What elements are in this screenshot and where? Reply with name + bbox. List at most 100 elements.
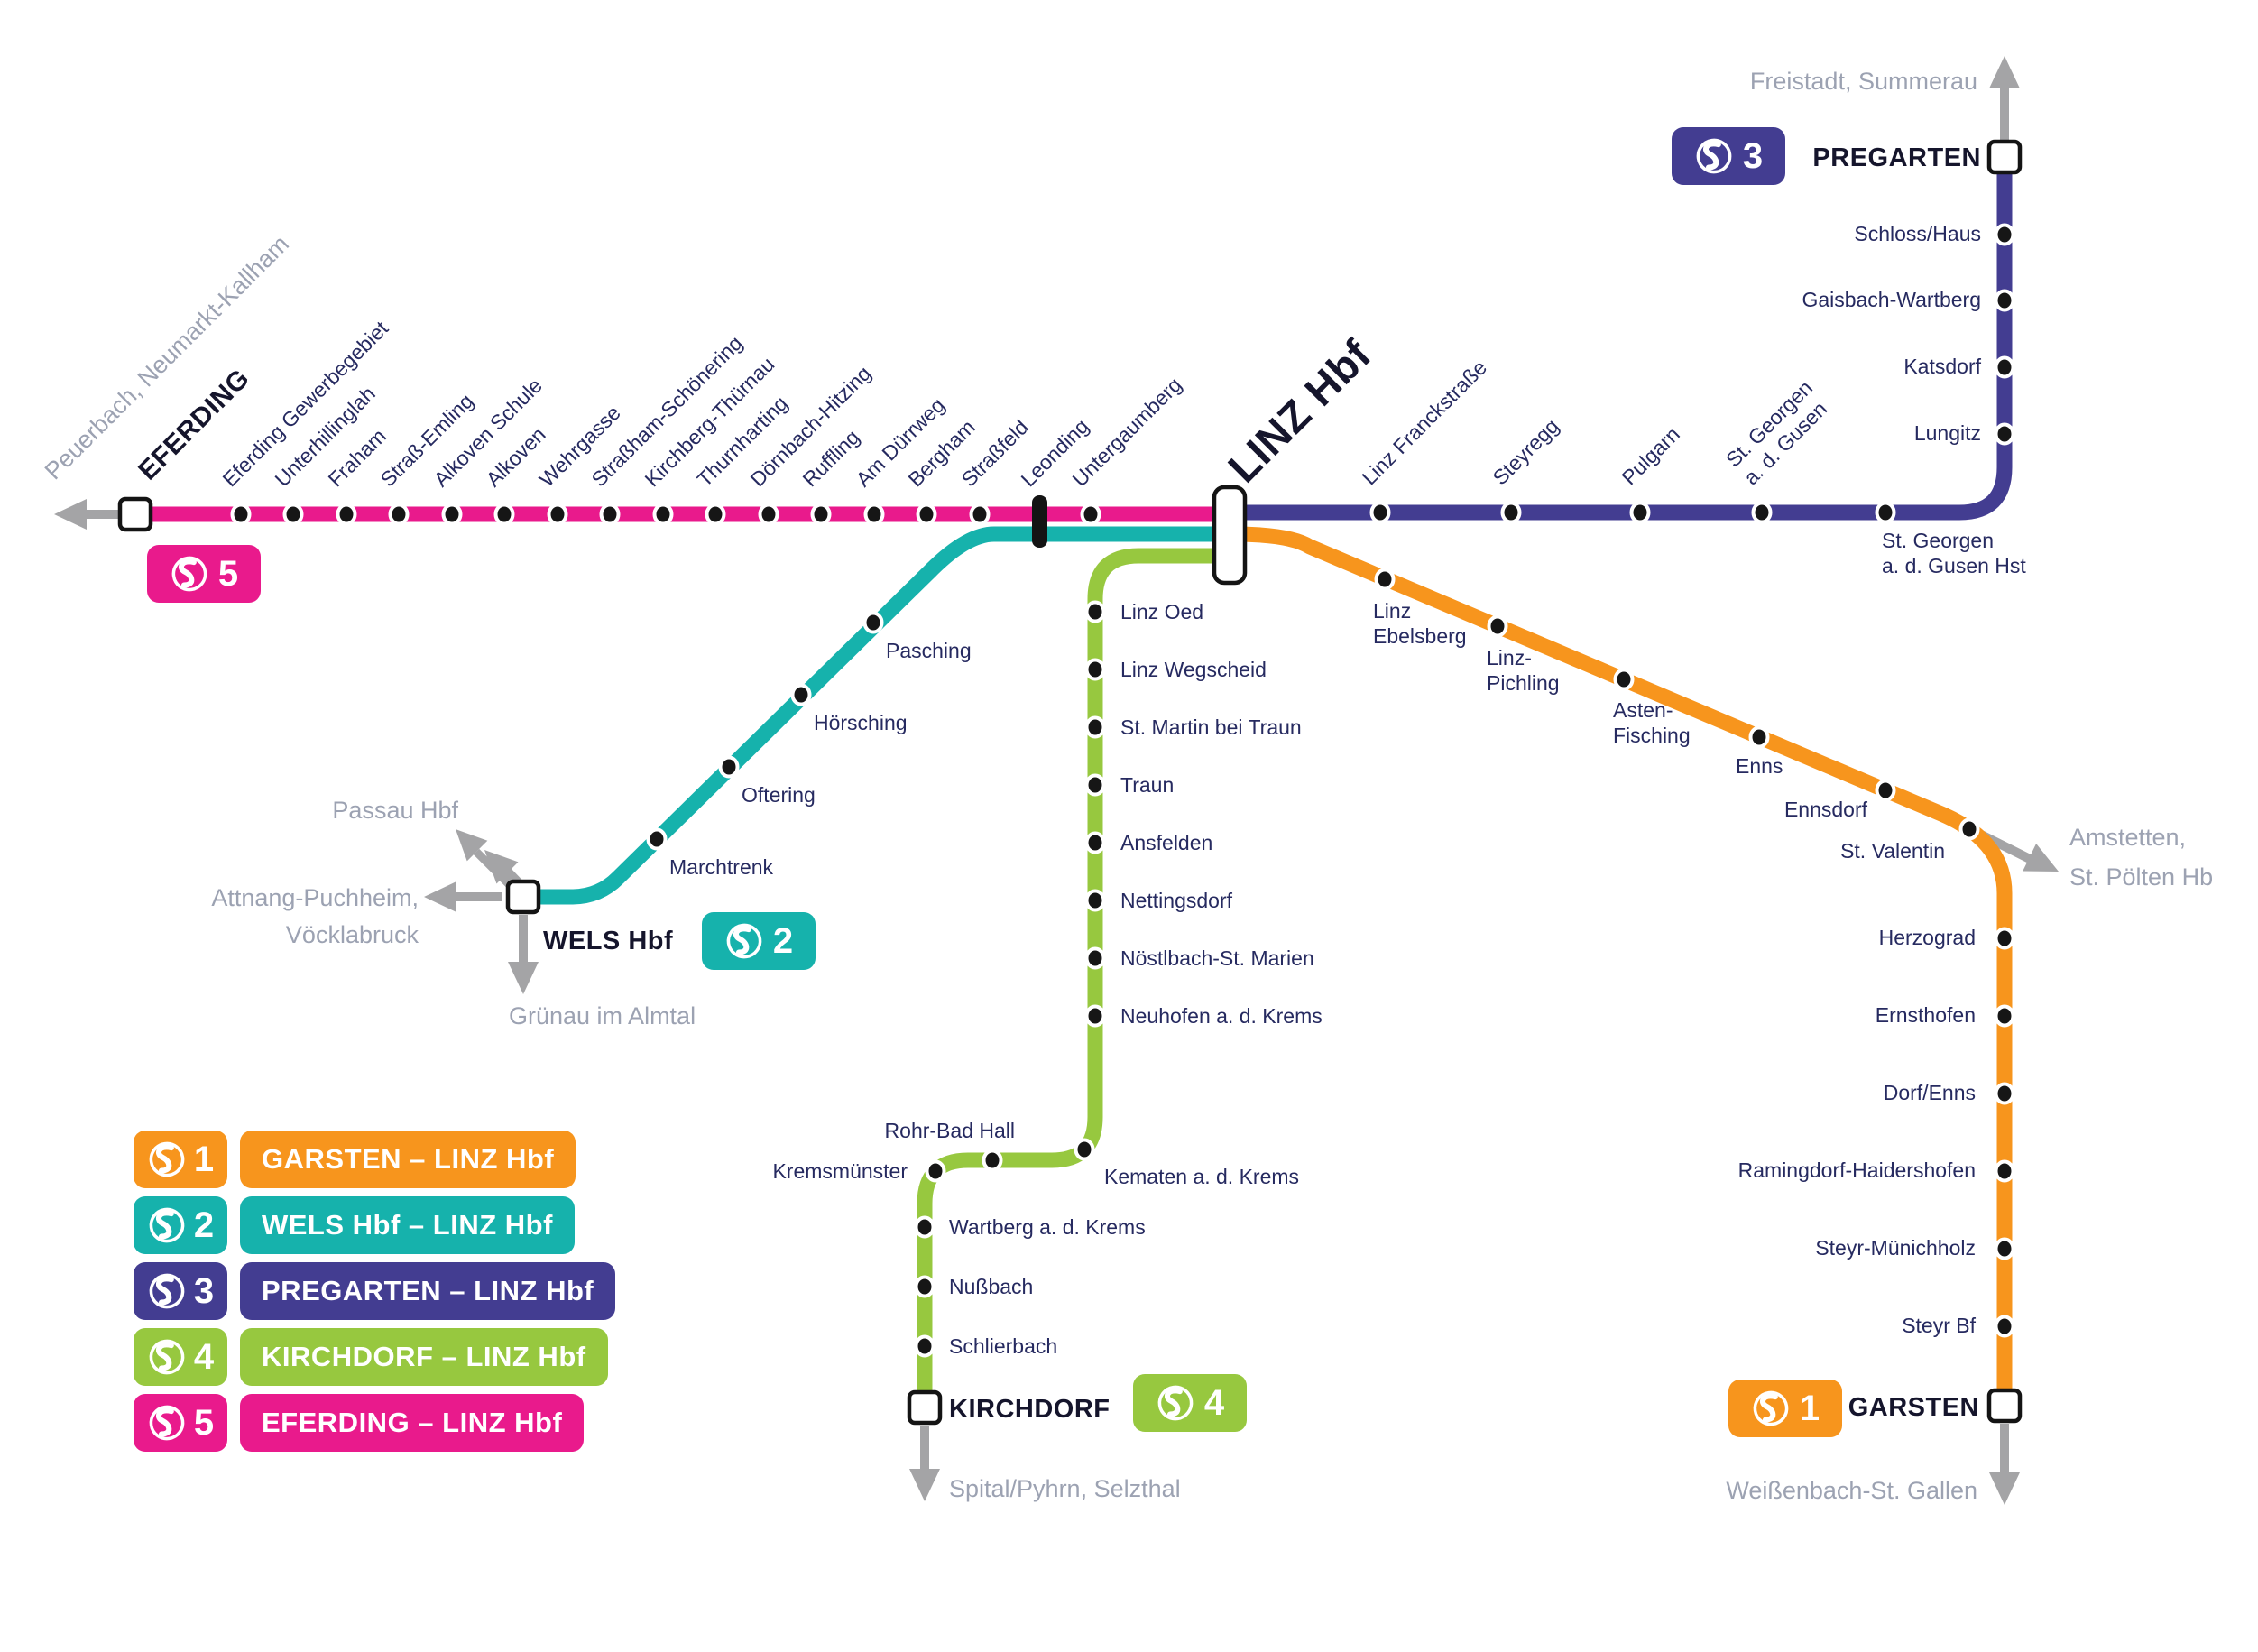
station-label-steyr-m-nichholz: Steyr-Münichholz (1815, 1236, 1976, 1260)
badge-line-number: 4 (1203, 1383, 1225, 1423)
map-badge-s5: 5 (147, 545, 261, 603)
station-dot-am-d-rrweg (863, 503, 885, 526)
legend-route-s1: GARSTEN – LINZ Hbf (240, 1131, 576, 1188)
line-s3-path (1232, 159, 2013, 521)
map-badge-s4: 4 (1133, 1374, 1247, 1432)
station-dot-unterhillinglah (282, 503, 304, 526)
station-dot-stra-feld (969, 503, 991, 526)
station-dot-kirchberg-th-rnau (652, 503, 674, 526)
arrow-gruenau-icon (508, 915, 539, 994)
s1-badge: 1 (134, 1131, 227, 1188)
station-dot-alkoven-schule (441, 503, 463, 526)
s3-badge: 3 (134, 1262, 227, 1320)
station-dot-pasching (862, 611, 884, 634)
station-dot-stra-emling (388, 503, 410, 526)
station-label-ansfelden: Ansfelden (1120, 831, 1213, 854)
legend-item-s1: 1 GARSTEN – LINZ Hbf (134, 1131, 576, 1188)
badge-line-number: 2 (772, 921, 794, 961)
station-label-oftering: Oftering (742, 783, 816, 807)
station-dot-gaisbach-wartberg (1994, 289, 2015, 312)
sbahn-logo-icon (1157, 1385, 1194, 1421)
station-dot-ansfelden (1084, 831, 1106, 854)
external-arrows (54, 56, 2059, 1505)
station-label-linz-pichling: Linz- Pichling (1487, 646, 1560, 695)
terminus-label-pregarten: PREGARTEN (1812, 143, 1981, 172)
station-dot-st-valentin (1958, 817, 1980, 841)
sbahn-logo-icon (171, 556, 207, 592)
station-dot-traun (1084, 773, 1106, 797)
station-dot-linz-ebelsberg (1374, 568, 1396, 591)
station-dot-nu-bach (914, 1275, 935, 1298)
station-dot-untergaumberg (1080, 503, 1101, 526)
arrow-freistadt-icon (1989, 56, 2020, 143)
sbahn-logo-icon (149, 1273, 185, 1309)
station-dot-rohr-bad-hall (982, 1149, 1003, 1172)
station-dot-katsdorf (1994, 355, 2015, 379)
station-dot-kematen-a-d-krems (1074, 1138, 1095, 1161)
arrow-attnang-icon (424, 881, 502, 912)
s4-badge: 4 (134, 1328, 227, 1386)
station-dot-st-martin-bei-traun (1084, 715, 1106, 739)
station-dot-st-georgen-a-d-gusen (1751, 501, 1773, 524)
hub-node-linz-hbf (1212, 485, 1248, 586)
legend-line-number: 2 (193, 1205, 215, 1245)
station-label-st-martin-bei-traun: St. Martin bei Traun (1120, 715, 1302, 739)
station-dot-wartberg-a-d-krems (914, 1215, 935, 1239)
station-dot-ennsdorf (1875, 779, 1896, 802)
map-badge-s1: 1 (1728, 1380, 1842, 1437)
station-label-traun: Traun (1120, 773, 1175, 797)
terminus-label-wels-hbf: WELS Hbf (543, 927, 674, 955)
arrow-weissenbach-icon (1989, 1424, 2020, 1505)
s2-badge: 2 (134, 1196, 227, 1254)
destination-label-passau-hbf: Passau Hbf (332, 797, 458, 824)
s5-badge: 5 (134, 1394, 227, 1452)
station-dot-oftering (718, 755, 740, 779)
badge-line-number: 1 (1799, 1389, 1820, 1428)
sbahn-logo-icon (149, 1141, 185, 1177)
station-label-nu-bach: Nußbach (949, 1275, 1034, 1298)
station-dot-h-rsching (790, 683, 812, 706)
station-dot-eferding-gewerbegebiet (230, 503, 252, 526)
map-badge-s3: 3 (1672, 127, 1785, 185)
destination-label-freistadt-summerau: Freistadt, Summerau (1749, 68, 1977, 95)
legend-line-number: 3 (193, 1271, 215, 1311)
destination-label-amstetten-st-p-lten-hb: Amstetten, St. Pölten Hb (2069, 824, 2214, 891)
station-dot-wehrgasse (547, 503, 568, 526)
destination-label-gr-nau-im-almtal: Grünau im Almtal (509, 1002, 696, 1029)
station-dot-schlierbach (914, 1334, 935, 1358)
line-s2-path (523, 526, 1227, 905)
station-dot-linz-oed (1084, 600, 1106, 623)
station-label-katsdorf: Katsdorf (1903, 355, 1981, 378)
station-label-st-valentin: St. Valentin (1840, 839, 1945, 863)
station-dot-kremsm-nster (925, 1159, 946, 1183)
station-label-ernsthofen: Ernsthofen (1875, 1003, 1976, 1027)
station-label-rohr-bad-hall: Rohr-Bad Hall (884, 1119, 1015, 1142)
sbahn-logo-icon (149, 1405, 185, 1441)
station-label-ennsdorf: Ennsdorf (1783, 798, 1867, 821)
badge-line-number: 5 (217, 554, 239, 594)
station-dot-d-rnbach-hitzing (758, 503, 779, 526)
station-label-linz-ebelsberg: Linz Ebelsberg (1373, 599, 1467, 648)
station-label-schloss-haus: Schloss/Haus (1854, 222, 1981, 245)
station-dot-bergham (916, 503, 937, 526)
station-dot-ramingdorf-haidershofen (1994, 1159, 2015, 1183)
station-dot-alkoven (493, 503, 515, 526)
station-label-gaisbach-wartberg: Gaisbach-Wartberg (1802, 288, 1981, 311)
station-dot-steyr-bf (1994, 1315, 2015, 1338)
terminus-square-wels-hbf (505, 879, 541, 915)
station-dot-enns (1748, 725, 1770, 749)
badge-line-number: 3 (1742, 136, 1764, 176)
destination-label-attnang-puchheim-v-cklabruck: Attnang-Puchheim, Vöcklabruck (211, 884, 419, 948)
legend-route-s5: EFERDING – LINZ Hbf (240, 1394, 585, 1452)
station-label-lungitz: Lungitz (1913, 421, 1981, 445)
sbahn-logo-icon (1696, 138, 1732, 174)
station-dot-fraham (336, 503, 357, 526)
station-label-n-stlbach-st-marien: Nöstlbach-St. Marien (1120, 946, 1314, 970)
legend-item-s5: 5 EFERDING – LINZ Hbf (134, 1394, 585, 1452)
terminus-square-eferding (117, 496, 153, 532)
legend-line-number: 5 (193, 1403, 215, 1443)
station-dot-schloss-haus (1994, 223, 2015, 246)
legend-route-s4: KIRCHDORF – LINZ Hbf (240, 1328, 608, 1386)
